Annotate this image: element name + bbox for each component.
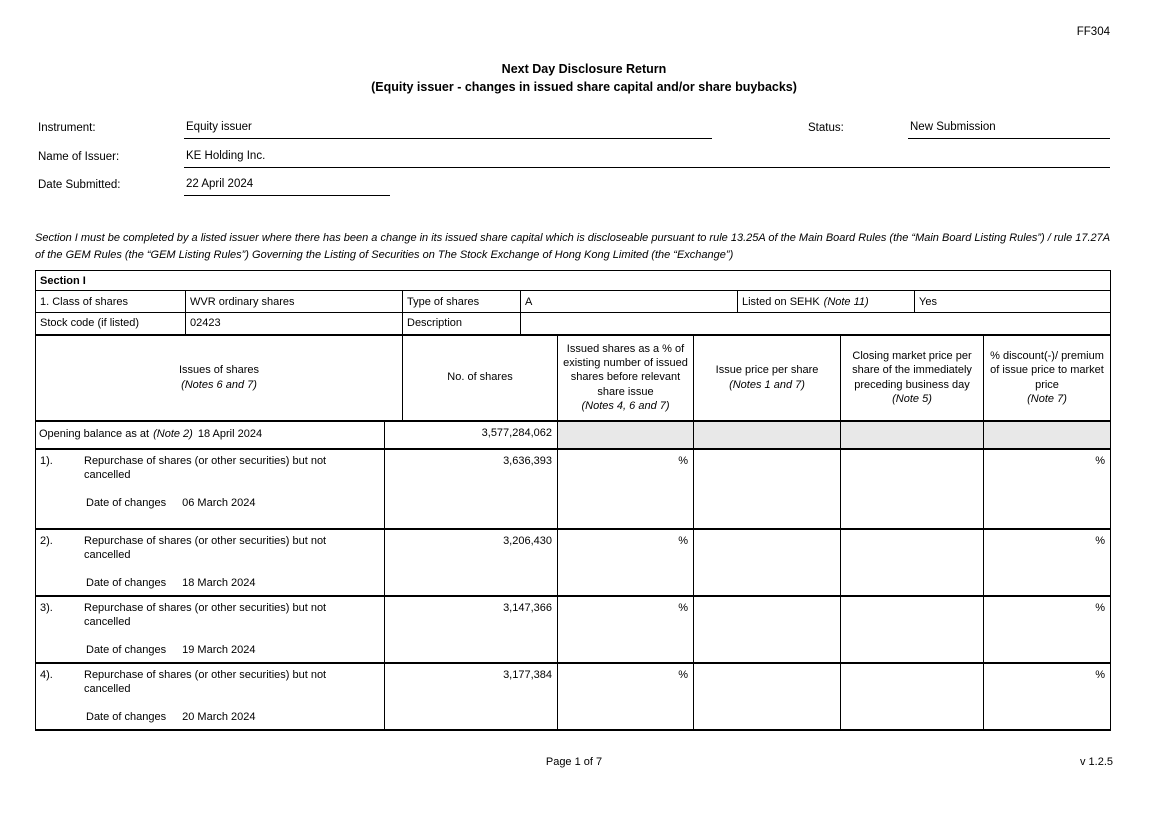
opening-balance-label: Opening balance as at (Note 2) 18 April 20…	[35, 419, 385, 449]
opening-discount-cell	[982, 419, 1112, 449]
form-code: FF304	[1076, 26, 1110, 38]
date-of-changes-label: Date of changes	[86, 497, 167, 510]
table-row: 4). Repurchase of shares (or other securi…	[35, 661, 1112, 730]
table-row: 2). Repurchase of shares (or other securi…	[35, 527, 1112, 596]
stock-code-value: 02423	[185, 312, 403, 335]
instrument-row: Instrument: Equity issuer Status: New Su…	[38, 119, 1110, 143]
section-heading: Section I	[34, 270, 1112, 291]
row-number: 2).	[40, 534, 53, 547]
table-header-row: Issues of shares (Notes 6 and 7) No. of s…	[35, 333, 1112, 421]
row-number: 3).	[40, 601, 53, 614]
table-row: 3). Repurchase of shares (or other securi…	[35, 594, 1112, 663]
discount-value: %	[982, 527, 1112, 596]
shares-value: 3,147,366	[384, 594, 558, 663]
document-title-block: Next Day Disclosure Return (Equity issue…	[0, 60, 1168, 96]
discount-value: %	[982, 447, 1112, 529]
closing-price-value	[840, 661, 984, 730]
date-of-changes-value: 06 March 2024	[182, 497, 256, 510]
page-title: Next Day Disclosure Return	[501, 62, 667, 76]
section-heading-row: Section I	[34, 270, 1112, 291]
closing-price-value	[840, 527, 984, 596]
row-description: Repurchase of shares (or other securitie…	[84, 668, 327, 695]
pct-existing-value: %	[557, 661, 694, 730]
date-submitted-value: 22 April 2024	[184, 176, 390, 196]
issuer-label: Name of Issuer:	[38, 151, 120, 163]
instrument-value: Equity issuer	[184, 119, 712, 139]
date-of-changes-value: 18 March 2024	[182, 577, 256, 590]
row-description: Repurchase of shares (or other securitie…	[84, 601, 327, 628]
row-number: 1).	[40, 454, 53, 467]
opening-issue-price-cell	[693, 419, 841, 449]
opening-shares-value: 3,577,284,062	[384, 419, 558, 449]
issue-price-value	[693, 594, 841, 663]
col-header-discount-premium: % discount(-)/ premium of issue price to…	[982, 333, 1112, 421]
description-label: Description	[402, 312, 521, 335]
col-header-pct-existing: Issued shares as a % of existing number …	[557, 333, 694, 421]
shares-value: 3,177,384	[384, 661, 558, 730]
page-footer: Page 1 of 7 v 1.2.5	[35, 756, 1113, 768]
opening-balance-row: Opening balance as at (Note 2) 18 April 20…	[35, 419, 1112, 449]
stock-code-label: Stock code (if listed)	[35, 312, 186, 335]
description-value	[519, 312, 1112, 335]
date-submitted-label: Date Submitted:	[38, 179, 121, 191]
opening-closing-price-cell	[840, 419, 984, 449]
opening-note: (Note 2)	[153, 427, 193, 440]
col-header-closing-price: Closing market price per share of the im…	[840, 333, 984, 421]
listed-note: (Note 11)	[823, 295, 869, 308]
discount-value: %	[982, 594, 1112, 663]
date-of-changes-label: Date of changes	[86, 711, 167, 724]
table-row: 1). Repurchase of shares (or other securi…	[35, 447, 1112, 529]
class-of-shares-row: 1. Class of shares WVR ordinary shares T…	[35, 290, 1112, 313]
status-label: Status:	[808, 122, 844, 134]
pct-existing-value: %	[557, 447, 694, 529]
date-of-changes-value: 20 March 2024	[182, 711, 256, 724]
issuer-row: Name of Issuer: KE Holding Inc.	[38, 148, 1110, 172]
date-of-changes-value: 19 March 2024	[182, 644, 256, 657]
page-number: Page 1 of 7	[545, 756, 603, 768]
opening-pct-cell	[557, 419, 694, 449]
issue-price-value	[693, 527, 841, 596]
pct-existing-value: %	[557, 527, 694, 596]
instrument-label: Instrument:	[38, 122, 96, 134]
shares-value: 3,206,430	[384, 527, 558, 596]
issuer-value: KE Holding Inc.	[184, 148, 1110, 168]
row-label-cell: 1). Repurchase of shares (or other securi…	[35, 447, 385, 529]
col-header-issue-price: Issue price per share (Notes 1 and 7)	[693, 333, 841, 421]
row-description: Repurchase of shares (or other securitie…	[84, 534, 327, 561]
listed-on-sehk-label: Listed on SEHK (Note 11)	[737, 290, 915, 313]
row-label-cell: 4). Repurchase of shares (or other securi…	[35, 661, 385, 730]
shares-value: 3,636,393	[384, 447, 558, 529]
type-of-shares-value: A	[520, 290, 738, 313]
class-of-shares-label: 1. Class of shares	[35, 290, 186, 313]
stock-code-row: Stock code (if listed) 02423 Description	[35, 312, 1112, 335]
section1-table: Section I 1. Class of shares WVR ordinar…	[34, 270, 1112, 731]
col-header-issues: Issues of shares (Notes 6 and 7)	[35, 333, 403, 421]
opening-date: 18 April 2024	[197, 427, 263, 440]
row-label-cell: 2). Repurchase of shares (or other securi…	[35, 527, 385, 596]
issue-price-value	[693, 447, 841, 529]
col-header-no-of-shares: No. of shares	[402, 333, 558, 421]
page-subtitle: (Equity issuer - changes in issued share…	[371, 80, 797, 95]
class-of-shares-value: WVR ordinary shares	[185, 290, 403, 313]
row-description: Repurchase of shares (or other securitie…	[84, 454, 327, 481]
discount-value: %	[982, 661, 1112, 730]
date-of-changes-label: Date of changes	[86, 577, 167, 590]
listed-on-sehk-value: Yes	[913, 290, 1112, 313]
closing-price-value	[840, 447, 984, 529]
row-label-cell: 3). Repurchase of shares (or other securi…	[35, 594, 385, 663]
date-of-changes-label: Date of changes	[86, 644, 167, 657]
type-of-shares-label: Type of shares	[402, 290, 521, 313]
date-submitted-row: Date Submitted: 22 April 2024	[38, 176, 1110, 200]
issue-price-value	[693, 661, 841, 730]
closing-price-value	[840, 594, 984, 663]
intro-paragraph: Section I must be completed by a listed …	[35, 232, 1110, 261]
row-number: 4).	[40, 668, 53, 681]
version-label: v 1.2.5	[1079, 756, 1113, 768]
pct-existing-value: %	[557, 594, 694, 663]
status-value: New Submission	[908, 119, 1110, 139]
